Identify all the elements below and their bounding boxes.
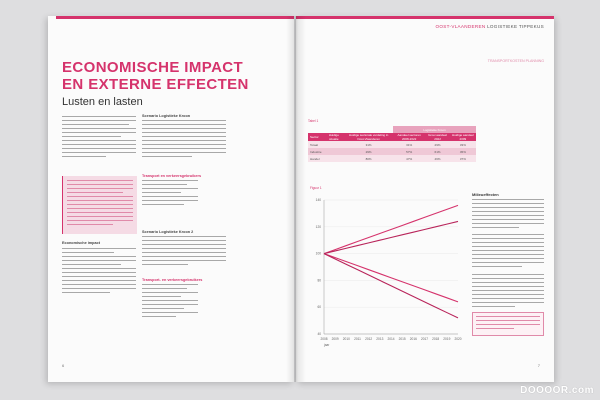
- x-tick-label: 2009: [332, 337, 339, 341]
- table-cell: 33%: [449, 141, 476, 148]
- page-number-left: 6: [62, 363, 65, 368]
- x-tick-label: 2020: [454, 337, 461, 341]
- table-cell: 29%: [344, 148, 394, 155]
- table-header: Groei aandeel 2022: [425, 133, 450, 141]
- page-number-right: 7: [537, 363, 540, 368]
- title-line-2: EN EXTERNE EFFECTEN: [62, 76, 249, 93]
- table-caption: Tabel 1: [308, 119, 319, 123]
- body-text-right-a: [472, 199, 544, 231]
- y-tick-label: 80: [317, 278, 321, 282]
- x-axis-label: jaar: [323, 343, 330, 347]
- table-header: Huidige aandeel 2009: [449, 133, 476, 141]
- table-cell: 29%: [425, 141, 450, 148]
- table-cell: 31%: [344, 141, 394, 148]
- left-accent-bar: [56, 16, 294, 19]
- body-text-col2b: [142, 180, 198, 208]
- section-heading-scenario-2: Scenario Logistieke Kroon 2: [142, 230, 194, 234]
- table-cell: 31%: [393, 141, 426, 148]
- section-heading-economic: Economische impact: [62, 241, 100, 245]
- data-table: Logistieke Kroon Sector Huidige situatie…: [308, 126, 476, 162]
- table-cell: 37%: [449, 155, 476, 162]
- table-header: Huidige sectorale verdeling in Oost-Vlaa…: [344, 133, 394, 141]
- section-heading-transport-1: Transport en verkeersgebruikers: [142, 174, 202, 178]
- quote-callout: [62, 176, 137, 234]
- x-tick-label: 2014: [387, 337, 394, 341]
- running-subhead: TRANSPORTKOSTEN PLANNING: [487, 59, 544, 63]
- table-row: Handel 80% 47% 46% 37%: [308, 155, 476, 162]
- section-heading-environment: Milieueffecten: [472, 192, 499, 197]
- table-cell: 46%: [425, 155, 450, 162]
- table-header: Aandeel sectoren 2008-2022: [393, 133, 426, 141]
- x-tick-label: 2018: [432, 337, 439, 341]
- body-text-col1: [62, 116, 136, 160]
- line-chart: Figuur 1 40 60 80 100 120 140 2008 2009 2010 2011…: [310, 186, 462, 347]
- table-header: Huidige situatie: [323, 133, 345, 141]
- y-tick-label: 60: [317, 305, 321, 309]
- x-tick-label: 2010: [343, 337, 350, 341]
- table-cell: Totaal: [308, 141, 324, 148]
- x-tick-label: 2019: [443, 337, 450, 341]
- section-heading-transport-2: Transport- en verkeersgebruikers: [142, 278, 203, 282]
- left-page: ECONOMISCHE IMPACT EN EXTERNE EFFECTEN L…: [48, 16, 294, 382]
- table-row: Industrie 29% 57% 61% 45%: [308, 148, 476, 155]
- table-cell: [323, 148, 345, 155]
- body-text-col1b: [62, 248, 136, 296]
- table-cell: Industrie: [308, 148, 324, 155]
- right-accent-bar: [296, 16, 554, 19]
- section-heading-scenario-1: Scenario Logistieke Kroon: [142, 114, 191, 118]
- running-head-title: LOGISTIEKE TIPPEKUS: [487, 24, 544, 29]
- y-tick-label: 140: [316, 198, 322, 202]
- x-tick-label: 2013: [376, 337, 383, 341]
- body-text-col2c: [142, 236, 226, 268]
- table-cell: 57%: [393, 148, 426, 155]
- running-head-region: OOST-VLAANDEREN: [435, 24, 486, 29]
- chart-caption: Figuur 1: [310, 186, 322, 190]
- series-line: [323, 204, 459, 255]
- running-head: OOST-VLAANDEREN LOGISTIEKE TIPPEKUS: [436, 24, 544, 29]
- x-tick-label: 2008: [320, 337, 327, 341]
- x-tick-label: 2016: [410, 337, 417, 341]
- x-tick-label: 2017: [421, 337, 428, 341]
- series-line: [323, 253, 459, 303]
- table-cell: [323, 141, 345, 148]
- table-cell: Handel: [308, 155, 324, 162]
- x-tick-label: 2011: [354, 337, 361, 341]
- table-header: Sector: [308, 133, 324, 141]
- body-text-col2d: [142, 284, 198, 320]
- table-cell: 47%: [393, 155, 426, 162]
- body-text-col2a: [142, 120, 226, 160]
- table-cell: [323, 155, 345, 162]
- right-page: OOST-VLAANDEREN LOGISTIEKE TIPPEKUS TRAN…: [296, 16, 554, 382]
- table-cell: 80%: [344, 155, 394, 162]
- y-tick-label: 40: [317, 332, 321, 336]
- x-tick-label: 2012: [365, 337, 372, 341]
- table-cell: 45%: [449, 148, 476, 155]
- x-tick-label: 2015: [399, 337, 406, 341]
- page-subtitle: Lusten en lasten: [62, 96, 143, 108]
- title-line-1: ECONOMISCHE IMPACT: [62, 59, 244, 76]
- table-group-header: Logistieke Kroon: [393, 126, 476, 133]
- series-line: [323, 220, 459, 255]
- body-text-right-b: [472, 234, 544, 270]
- series-line: [323, 253, 459, 319]
- table-cell: 61%: [425, 148, 450, 155]
- table-row: Totaal 31% 31% 29% 33%: [308, 141, 476, 148]
- y-tick-label: 100: [316, 252, 322, 256]
- y-tick-label: 120: [316, 225, 322, 229]
- body-text-right-c: [472, 274, 544, 310]
- page-title: ECONOMISCHE IMPACT EN EXTERNE EFFECTEN: [62, 59, 249, 93]
- watermark: DOOOOR.com: [520, 385, 594, 396]
- highlight-box: [472, 312, 544, 336]
